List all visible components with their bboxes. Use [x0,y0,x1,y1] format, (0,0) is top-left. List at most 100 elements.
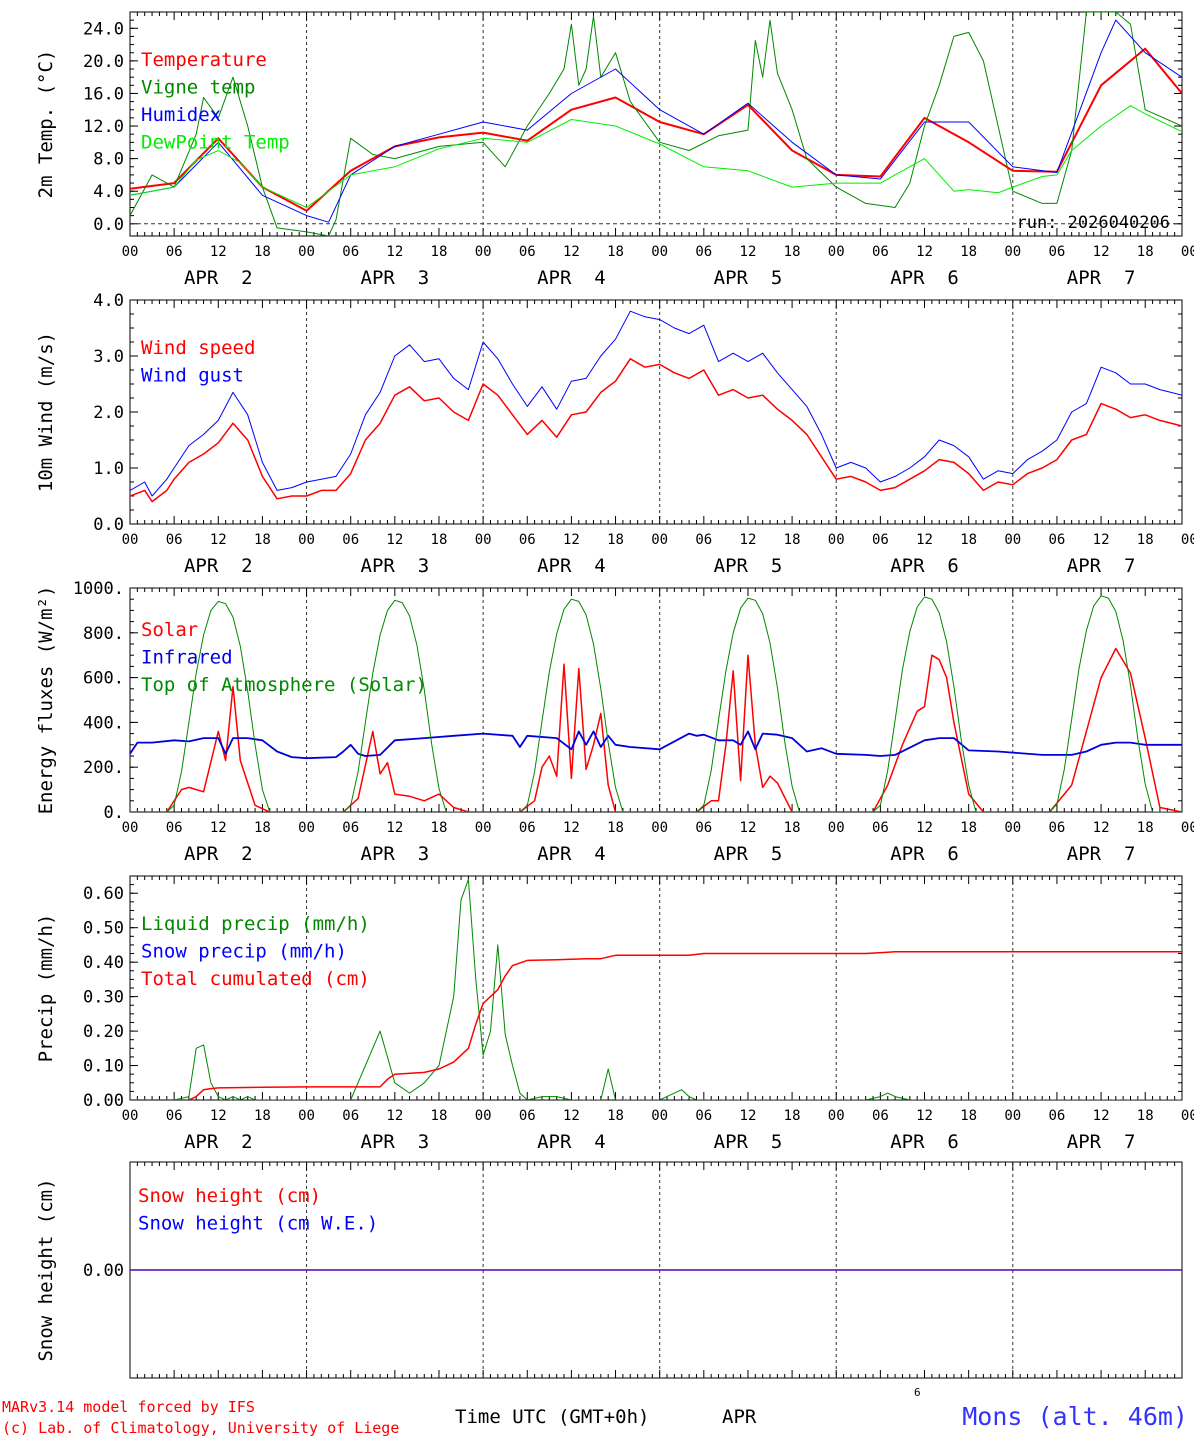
hour-label: 06 [342,1108,359,1124]
series-line-temperature [130,47,1182,212]
panel-2-frame [129,299,1183,525]
hour-label: 06 [519,820,536,836]
hour-label: 18 [254,532,271,548]
day-label: APR 5 [714,267,783,289]
hour-label: 18 [254,1108,271,1124]
series-line-top-of-atmosphere-solar- [130,595,1182,812]
y-tick-label: 0.00 [83,1261,124,1281]
y-tick-label: 0.0 [93,215,124,235]
hour-label: 06 [519,244,536,260]
hour-label: 06 [695,244,712,260]
hour-label: 00 [1181,244,1194,260]
day-label: APR 7 [1067,555,1136,577]
y-tick-label: 1000. [73,579,124,599]
hour-label: 18 [960,532,977,548]
day-label: APR 6 [890,267,959,289]
time-axis-label: Time UTC (GMT+0h) [455,1406,650,1428]
station-label: Mons (alt. 46m) [962,1402,1188,1431]
day-label: APR 2 [184,843,253,865]
hour-label: 00 [475,1108,492,1124]
hour-label: 18 [784,532,801,548]
y-tick-label: 0.40 [83,953,124,973]
y-tick-label: 200. [83,758,124,778]
hour-label: 12 [210,820,227,836]
series-line-dewpoint-temp [130,105,1182,208]
hour-label: 12 [916,1108,933,1124]
hour-label: 00 [122,820,139,836]
hour-label: 06 [342,820,359,836]
hour-label: 18 [960,1108,977,1124]
hour-label: 12 [210,244,227,260]
legend-entry: Liquid precip (mm/h) [141,913,370,935]
y-tick-label: 16.0 [83,84,124,104]
hour-label: 06 [1049,820,1066,836]
day-label: APR 4 [537,555,606,577]
hour-label: 00 [298,532,315,548]
hour-label: 00 [298,1108,315,1124]
hour-label: 18 [607,532,624,548]
y-tick-label: 3.0 [93,347,124,367]
hour-label: 12 [740,244,757,260]
panel-1-frame [129,11,1183,237]
day-label: APR 7 [1067,843,1136,865]
hour-label: 00 [828,820,845,836]
y-tick-label: 2.0 [93,403,124,423]
y-tick-label: 0. [104,803,124,823]
y-tick-label: 0.20 [83,1022,124,1042]
series-line-humidex [130,19,1182,223]
legend-entry: Snow height (cm W.E.) [138,1213,378,1235]
hour-label: 06 [1049,244,1066,260]
day-label: APR 2 [184,1131,253,1153]
series-line-liquid-precip-mm-h- [130,878,1182,1100]
day-label: APR 6 [890,555,959,577]
hour-label: 00 [298,244,315,260]
month-label: APR [722,1406,757,1428]
hour-label: 00 [651,820,668,836]
hour-label: 00 [1181,1108,1194,1124]
day-label: APR 5 [714,555,783,577]
hour-label: 06 [695,1108,712,1124]
y-tick-label: 1.0 [93,459,124,479]
day-label: APR 3 [361,555,430,577]
series-line-wind-gust [130,310,1182,497]
hour-label: 18 [1137,532,1154,548]
hour-label: 18 [784,244,801,260]
hour-label: 18 [607,820,624,836]
hour-label: 12 [386,820,403,836]
hour-label: 12 [386,244,403,260]
hour-label: 12 [1093,820,1110,836]
y-tick-label: 20.0 [83,52,124,72]
hour-label: 12 [916,244,933,260]
hour-label: 18 [784,1108,801,1124]
hour-label: 06 [342,532,359,548]
y-tick-label: 0.10 [83,1057,124,1077]
legend-entry: Wind speed [141,337,255,359]
hour-label: 18 [431,532,448,548]
hour-label: 06 [166,244,183,260]
day-label: APR 7 [1067,267,1136,289]
day-label: APR 6 [890,1131,959,1153]
hour-label: 12 [1093,1108,1110,1124]
legend-entry: Humidex [141,104,221,126]
hour-label: 00 [1004,820,1021,836]
y-axis-label: Precip (mm/h) [35,914,57,1063]
y-tick-label: 400. [83,713,124,733]
day-label: APR 3 [361,267,430,289]
hour-label: 12 [386,532,403,548]
hour-label: 06 [519,532,536,548]
hour-label: 06 [872,1108,889,1124]
hour-label: 18 [607,1108,624,1124]
hour-label: 00 [122,244,139,260]
hour-label: 12 [916,532,933,548]
lab-credit: (c) Lab. of Climatology, University of L… [2,1419,400,1437]
hour-label: 06 [1049,532,1066,548]
day-label: APR 4 [537,843,606,865]
day-label: APR 4 [537,267,606,289]
hour-label: 00 [1181,532,1194,548]
hour-label: 00 [122,1108,139,1124]
y-axis-label: 2m Temp. (°C) [35,50,57,199]
hour-label: 12 [740,532,757,548]
hour-label: 00 [651,1108,668,1124]
legend-entry: Snow precip (mm/h) [141,941,347,963]
day-label: APR 7 [1067,1131,1136,1153]
